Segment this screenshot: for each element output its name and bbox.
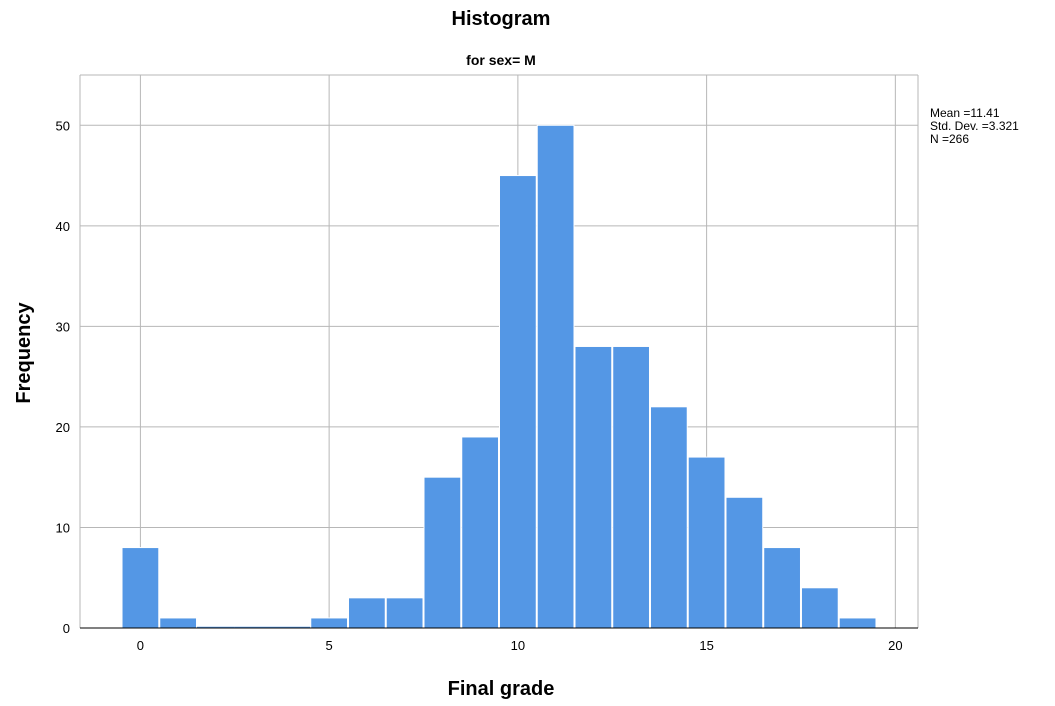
histogram-bar bbox=[574, 345, 613, 629]
histogram-bar bbox=[348, 597, 386, 629]
grid-layer bbox=[79, 74, 919, 628]
histogram-bar bbox=[499, 175, 537, 629]
stat-n: N =266 bbox=[930, 132, 969, 146]
x-tick-label: 5 bbox=[326, 638, 333, 653]
histogram-bar bbox=[423, 476, 462, 629]
stats-box: Mean =11.41 Std. Dev. =3.321 N =266 bbox=[930, 106, 1019, 146]
chart-title: Histogram bbox=[452, 8, 551, 30]
histogram-bar bbox=[385, 597, 424, 629]
histogram-bar bbox=[649, 406, 688, 629]
histogram-bar bbox=[687, 456, 726, 629]
histogram-bar bbox=[725, 496, 764, 629]
histogram-bar bbox=[763, 547, 801, 629]
histogram-bar bbox=[800, 587, 839, 629]
histogram-bar bbox=[536, 124, 575, 629]
histogram-bar bbox=[461, 436, 500, 629]
axis-layer: 0 10 20 30 40 50 0 5 10 15 20 bbox=[56, 118, 918, 653]
histogram-bar bbox=[310, 617, 349, 629]
histogram-bar bbox=[612, 345, 650, 629]
chart-subtitle: for sex= M bbox=[466, 52, 536, 68]
x-tick-label: 0 bbox=[137, 638, 144, 653]
y-tick-label: 0 bbox=[63, 621, 70, 636]
y-axis-title: Frequency bbox=[13, 302, 35, 404]
y-tick-label: 30 bbox=[56, 319, 70, 334]
x-tick-label: 15 bbox=[699, 638, 713, 653]
bars-layer bbox=[121, 124, 877, 629]
histogram-bar bbox=[159, 617, 198, 629]
stat-std-dev: Std. Dev. =3.321 bbox=[930, 119, 1019, 133]
y-tick-label: 10 bbox=[56, 520, 70, 535]
histogram-bar bbox=[838, 617, 877, 629]
y-tick-label: 50 bbox=[56, 118, 70, 133]
stat-mean: Mean =11.41 bbox=[930, 106, 1000, 120]
histogram-bar bbox=[121, 547, 160, 629]
x-axis-title: Final grade bbox=[448, 678, 555, 700]
x-tick-label: 20 bbox=[888, 638, 902, 653]
y-tick-label: 40 bbox=[56, 219, 70, 234]
x-tick-label: 10 bbox=[511, 638, 525, 653]
y-tick-label: 20 bbox=[56, 420, 70, 435]
